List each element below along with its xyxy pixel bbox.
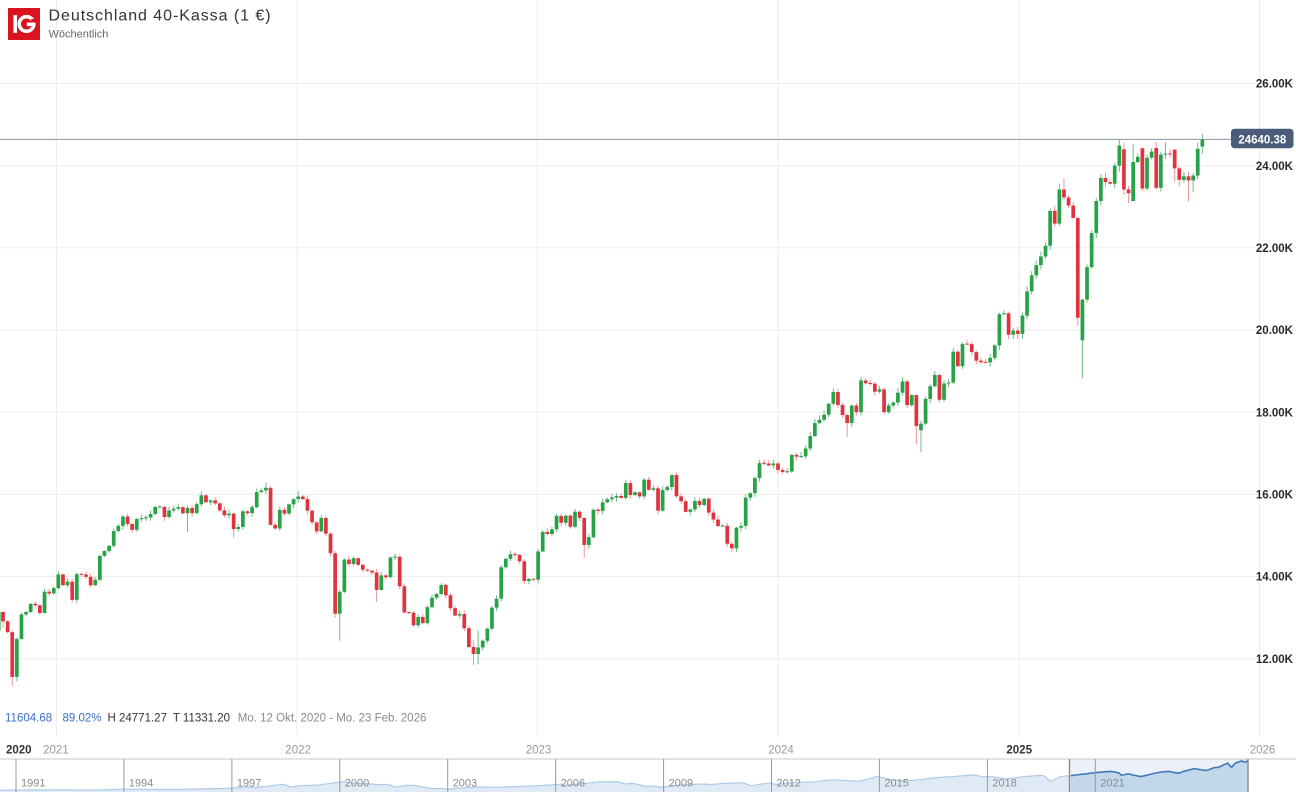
svg-text:2000: 2000 (345, 778, 369, 790)
svg-text:2022: 2022 (285, 745, 311, 757)
svg-text:2009: 2009 (669, 778, 693, 790)
svg-text:22.00K: 22.00K (1256, 243, 1294, 255)
svg-text:2024: 2024 (768, 745, 794, 757)
svg-text:T 11331.20: T 11331.20 (173, 713, 230, 725)
svg-text:89.02%: 89.02% (63, 713, 102, 725)
svg-text:2021: 2021 (1100, 778, 1124, 790)
svg-text:1991: 1991 (21, 778, 45, 790)
svg-text:2021: 2021 (43, 745, 69, 757)
svg-text:2023: 2023 (526, 745, 552, 757)
svg-text:1994: 1994 (129, 778, 153, 790)
svg-text:18.00K: 18.00K (1256, 407, 1294, 419)
svg-text:2026: 2026 (1250, 745, 1276, 757)
svg-text:11604.68: 11604.68 (5, 713, 52, 725)
svg-text:26.00K: 26.00K (1256, 79, 1294, 91)
svg-text:Mo. 12 Okt. 2020 - Mo. 23 Feb.: Mo. 12 Okt. 2020 - Mo. 23 Feb. 2026 (238, 713, 427, 725)
svg-text:12.00K: 12.00K (1256, 654, 1294, 666)
svg-text:16.00K: 16.00K (1256, 490, 1294, 502)
svg-text:H 24771.27: H 24771.27 (108, 713, 167, 725)
svg-text:2012: 2012 (777, 778, 801, 790)
svg-text:Wöchentlich: Wöchentlich (49, 29, 109, 41)
svg-text:2025: 2025 (1006, 745, 1032, 757)
svg-text:1997: 1997 (237, 778, 261, 790)
svg-text:Deutschland 40-Kassa (1 €): Deutschland 40-Kassa (1 €) (49, 8, 272, 25)
svg-text:24640.38: 24640.38 (1238, 135, 1287, 147)
svg-text:2018: 2018 (992, 778, 1016, 790)
svg-text:24.00K: 24.00K (1256, 161, 1294, 173)
svg-text:14.00K: 14.00K (1256, 572, 1294, 584)
svg-text:2003: 2003 (453, 778, 477, 790)
svg-text:2015: 2015 (884, 778, 908, 790)
svg-text:2006: 2006 (561, 778, 585, 790)
svg-text:2020: 2020 (6, 745, 32, 757)
svg-text:20.00K: 20.00K (1256, 325, 1294, 337)
